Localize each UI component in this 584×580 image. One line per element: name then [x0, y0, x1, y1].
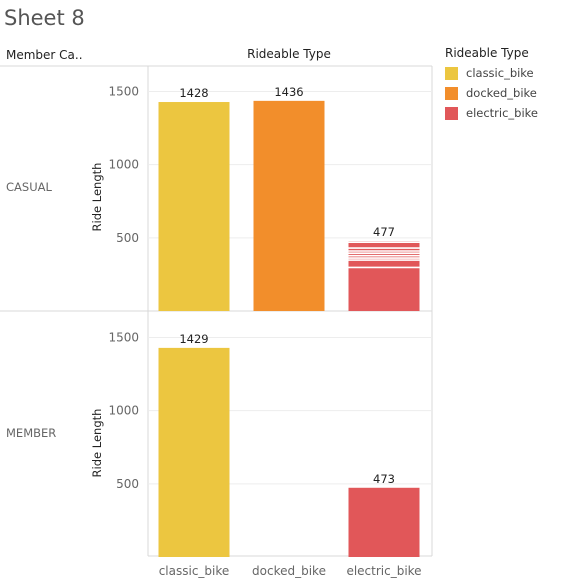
legend-swatch — [445, 86, 458, 100]
panel-casual: 500 1000 1500 Ride Length CASUAL 1428 1436 477 — [6, 84, 432, 312]
row-label-casual: CASUAL — [6, 180, 52, 194]
bar-casual-docked-bike[interactable] — [253, 100, 325, 311]
row-label-member: MEMBER — [6, 426, 56, 440]
row-header: Member Ca.. — [6, 48, 83, 62]
bar-casual-classic-bike[interactable] — [158, 102, 230, 312]
y-tick-label: 1500 — [108, 330, 139, 344]
bar-member-classic-bike[interactable] — [158, 347, 230, 557]
y-axis-title: Ride Length — [90, 409, 104, 478]
x-tick-label: classic_bike — [159, 564, 230, 578]
y-tick-label: 1000 — [108, 158, 139, 172]
legend-item-docked-bike[interactable]: docked_bike — [445, 83, 581, 103]
y-tick-label: 500 — [116, 477, 139, 491]
sheet-title: Sheet 8 — [4, 6, 85, 30]
legend-title: Rideable Type — [445, 46, 529, 60]
x-axis: classic_bike docked_bike electric_bike — [159, 564, 422, 578]
y-tick-label: 1500 — [108, 84, 139, 98]
data-label: 1428 — [179, 86, 208, 100]
bar-member-electric-bike[interactable] — [348, 487, 420, 557]
legend-item-classic-bike[interactable]: classic_bike — [445, 63, 581, 83]
legend-swatch — [445, 66, 458, 80]
column-header: Rideable Type — [247, 47, 331, 61]
panel-member: 500 1000 1500 Ride Length MEMBER 1429 473 — [6, 330, 432, 557]
x-tick-label: electric_bike — [346, 564, 421, 578]
y-tick-label: 1000 — [108, 404, 139, 418]
data-label: 1429 — [179, 332, 208, 346]
data-label: 477 — [373, 225, 395, 239]
data-label: 473 — [373, 472, 395, 486]
legend-label: docked_bike — [466, 86, 537, 100]
legend-swatch — [445, 106, 458, 120]
legend-item-electric-bike[interactable]: electric_bike — [445, 103, 581, 123]
y-axis-title: Ride Length — [90, 163, 104, 232]
y-tick-label: 500 — [116, 231, 139, 245]
data-label: 1436 — [274, 85, 303, 99]
legend-label: electric_bike — [466, 106, 538, 120]
legend-items: classic_bike docked_bike electric_bike — [445, 63, 581, 123]
legend-label: classic_bike — [466, 66, 534, 80]
x-tick-label: docked_bike — [252, 564, 326, 578]
